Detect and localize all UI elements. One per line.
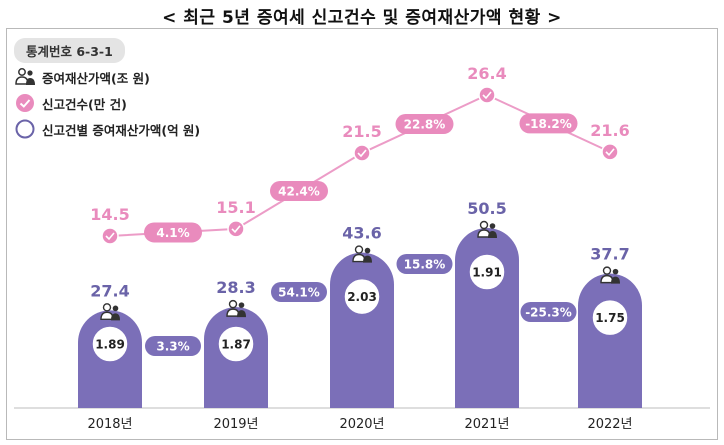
people-icon: [226, 299, 246, 318]
count-value-label: 21.6: [590, 121, 629, 140]
x-tick-label: 2019년: [213, 417, 258, 432]
count-value-label: 21.5: [342, 122, 381, 141]
people-icon: [352, 245, 372, 263]
amount-growth-pill: [271, 282, 327, 302]
amount-growth-pill: [145, 336, 201, 356]
count-growth-pill: [144, 222, 202, 243]
count-growth-pill: [270, 180, 328, 201]
check-icon: [605, 148, 615, 157]
legend-item-per-case: 신고건별 증여재산가액(억 원): [14, 116, 200, 142]
count-point: [227, 220, 245, 238]
bar-value-label: 37.7: [590, 245, 629, 264]
pink-check-icon: [16, 94, 34, 112]
legend-label: 신고건별 증여재산가액(억 원): [42, 122, 201, 138]
per-case-value: 2.03: [347, 290, 377, 304]
check-icon: [105, 232, 115, 241]
stat-number-badge: 통계번호 6-3-1: [14, 38, 125, 63]
x-tick-label: 2020년: [339, 417, 384, 432]
legend-label: 증여재산가액(조 원): [42, 70, 150, 86]
count-growth-label: 22.8%: [404, 118, 446, 132]
per-case-value: 1.75: [595, 311, 625, 325]
x-tick-label: 2018년: [87, 417, 132, 432]
bar-value-label: 27.4: [90, 281, 129, 300]
legend: 증여재산가액(조 원) 신고건수(만 건) 신고건별 증여재산가액(억 원): [14, 64, 200, 142]
per-case-circle: [468, 253, 506, 291]
people-icon: [15, 68, 35, 85]
people-icon: [477, 220, 497, 238]
x-tick-label: 2022년: [587, 417, 632, 432]
people-icon: [600, 266, 620, 284]
check-icon: [231, 225, 241, 234]
count-point: [478, 86, 496, 104]
check-icon: [482, 91, 492, 100]
bar-amount: [578, 273, 642, 408]
count-growth-label: 42.4%: [278, 184, 320, 198]
amount-growth-label: 54.1%: [278, 286, 320, 300]
per-case-circle: [91, 325, 129, 363]
amount-growth-label: 15.8%: [404, 258, 446, 272]
per-case-circle: [217, 325, 255, 363]
legend-item-count: 신고건수(만 건): [14, 90, 200, 116]
legend-label: 신고건수(만 건): [42, 96, 127, 112]
per-case-circle: [591, 298, 629, 337]
count-growth-pill: [519, 113, 578, 134]
amount-growth-label: -25.3%: [525, 306, 572, 320]
bar-value-label: 50.5: [467, 199, 506, 218]
per-case-value: 1.89: [95, 338, 125, 352]
purple-circle-icon: [15, 119, 35, 139]
per-case-value: 1.91: [472, 266, 502, 280]
bar-value-label: 43.6: [342, 224, 381, 243]
chart-title: < 최근 5년 증여세 신고건수 및 증여재산가액 현황 >: [162, 8, 562, 28]
count-growth-label: 4.1%: [156, 226, 189, 240]
per-case-value: 1.87: [221, 338, 251, 352]
bar-amount: [330, 252, 394, 408]
count-value-label: 15.1: [216, 198, 255, 217]
count-value-label: 14.5: [90, 205, 129, 224]
amount-growth-pill: [396, 254, 453, 274]
count-growth-pill: [395, 114, 454, 135]
count-point: [101, 227, 119, 245]
per-case-circle: [343, 277, 381, 316]
count-point: [353, 144, 371, 162]
x-tick-label: 2021년: [464, 417, 509, 432]
count-point: [601, 143, 619, 161]
bar-value-label: 28.3: [216, 278, 255, 297]
amount-growth-label: 3.3%: [156, 340, 189, 354]
people-icon: [100, 303, 120, 321]
count-value-label: 26.4: [467, 64, 506, 83]
check-icon: [357, 149, 367, 158]
legend-item-amount: 증여재산가액(조 원): [14, 64, 200, 90]
count-growth-label: -18.2%: [525, 117, 572, 131]
amount-growth-pill: [520, 302, 577, 322]
